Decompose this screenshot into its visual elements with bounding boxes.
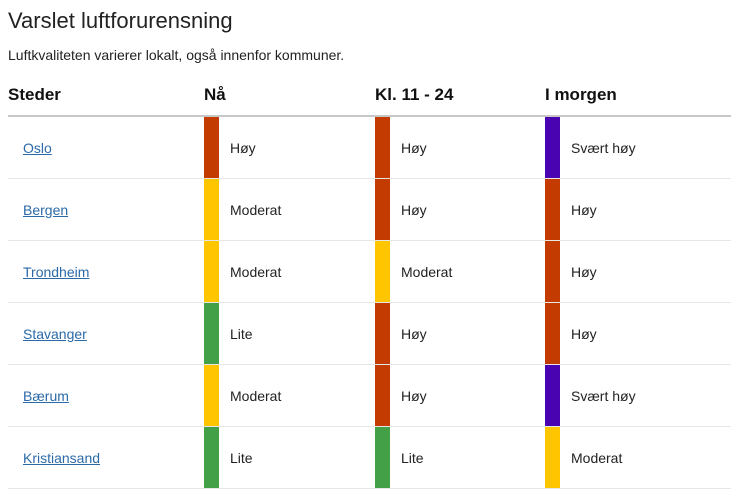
level-now-label: Høy (230, 139, 256, 156)
level-now-label: Lite (230, 449, 253, 466)
place-link[interactable]: Trondheim (23, 263, 90, 280)
level-color-bar (375, 365, 390, 426)
level-tomorrow-cell: Høy (545, 241, 731, 303)
level-now-cell: Moderat (204, 179, 375, 241)
level-color-bar (204, 117, 219, 178)
level-color-bar (375, 241, 390, 302)
level-now-cell: Moderat (204, 241, 375, 303)
level-now-cell: Lite (204, 303, 375, 365)
level-color-bar (545, 179, 560, 240)
header-places: Steder (8, 85, 61, 104)
level-tomorrow-cell: Svært høy (545, 116, 731, 179)
level-now-label: Moderat (230, 387, 282, 404)
level-color-bar (545, 303, 560, 364)
level-color-bar (375, 117, 390, 178)
table-header-row: Steder Nå Kl. 11 - 24 I morgen (8, 85, 731, 116)
page-title: Varslet luftforurensning (8, 8, 233, 33)
header-later-today: Kl. 11 - 24 (375, 85, 454, 104)
level-later-today-label: Høy (401, 139, 427, 156)
level-later-today-label: Lite (401, 449, 424, 466)
level-color-bar (375, 179, 390, 240)
level-now-label: Lite (230, 325, 253, 342)
level-color-bar (204, 241, 219, 302)
level-tomorrow-label: Moderat (571, 449, 623, 466)
level-color-bar (204, 427, 219, 488)
level-color-bar (375, 427, 390, 488)
level-later-today-cell: Høy (375, 365, 545, 427)
level-tomorrow-cell: Høy (545, 303, 731, 365)
forecast-table: Steder Nå Kl. 11 - 24 I morgen Oslo Høy Hø… (8, 85, 731, 489)
place-link[interactable]: Oslo (23, 139, 52, 156)
table-row: Trondheim Moderat Moderat Høy (8, 241, 731, 303)
place-link[interactable]: Kristiansand (23, 449, 101, 466)
level-later-today-cell: Lite (375, 427, 545, 489)
page-subtitle: Luftkvaliteten varierer lokalt, også inn… (8, 47, 345, 63)
level-color-bar (545, 365, 560, 426)
header-now: Nå (204, 85, 226, 104)
place-cell: Bergen (8, 179, 204, 241)
table-row: Kristiansand Lite Lite Moderat (8, 427, 731, 489)
place-link[interactable]: Bærum (23, 387, 69, 404)
level-tomorrow-label: Høy (571, 325, 597, 342)
level-tomorrow-label: Høy (571, 201, 597, 218)
level-color-bar (545, 427, 560, 488)
level-color-bar (204, 303, 219, 364)
level-later-today-label: Høy (401, 201, 427, 218)
table-row: Bærum Moderat Høy Svært høy (8, 365, 731, 427)
level-later-today-cell: Høy (375, 116, 545, 179)
level-later-today-label: Høy (401, 387, 427, 404)
level-later-today-cell: Høy (375, 179, 545, 241)
level-tomorrow-label: Svært høy (571, 139, 636, 156)
place-cell: Stavanger (8, 303, 204, 365)
level-tomorrow-label: Høy (571, 263, 597, 280)
level-later-today-cell: Høy (375, 303, 545, 365)
level-now-cell: Lite (204, 427, 375, 489)
level-color-bar (375, 303, 390, 364)
place-cell: Kristiansand (8, 427, 204, 489)
place-cell: Oslo (8, 116, 204, 179)
place-link[interactable]: Bergen (23, 201, 69, 218)
level-later-today-cell: Moderat (375, 241, 545, 303)
level-later-today-label: Høy (401, 325, 427, 342)
level-color-bar (545, 241, 560, 302)
table-row: Stavanger Lite Høy Høy (8, 303, 731, 365)
level-tomorrow-cell: Svært høy (545, 365, 731, 427)
level-now-cell: Moderat (204, 365, 375, 427)
level-now-label: Moderat (230, 201, 282, 218)
level-now-label: Moderat (230, 263, 282, 280)
level-color-bar (204, 179, 219, 240)
level-tomorrow-cell: Moderat (545, 427, 731, 489)
table-row: Bergen Moderat Høy Høy (8, 179, 731, 241)
place-cell: Bærum (8, 365, 204, 427)
table-row: Oslo Høy Høy Svært høy (8, 116, 731, 179)
level-now-cell: Høy (204, 116, 375, 179)
place-cell: Trondheim (8, 241, 204, 303)
level-later-today-label: Moderat (401, 263, 453, 280)
level-tomorrow-cell: Høy (545, 179, 731, 241)
level-color-bar (545, 117, 560, 178)
level-tomorrow-label: Svært høy (571, 387, 636, 404)
header-tomorrow: I morgen (545, 85, 617, 104)
place-link[interactable]: Stavanger (23, 325, 87, 342)
level-color-bar (204, 365, 219, 426)
